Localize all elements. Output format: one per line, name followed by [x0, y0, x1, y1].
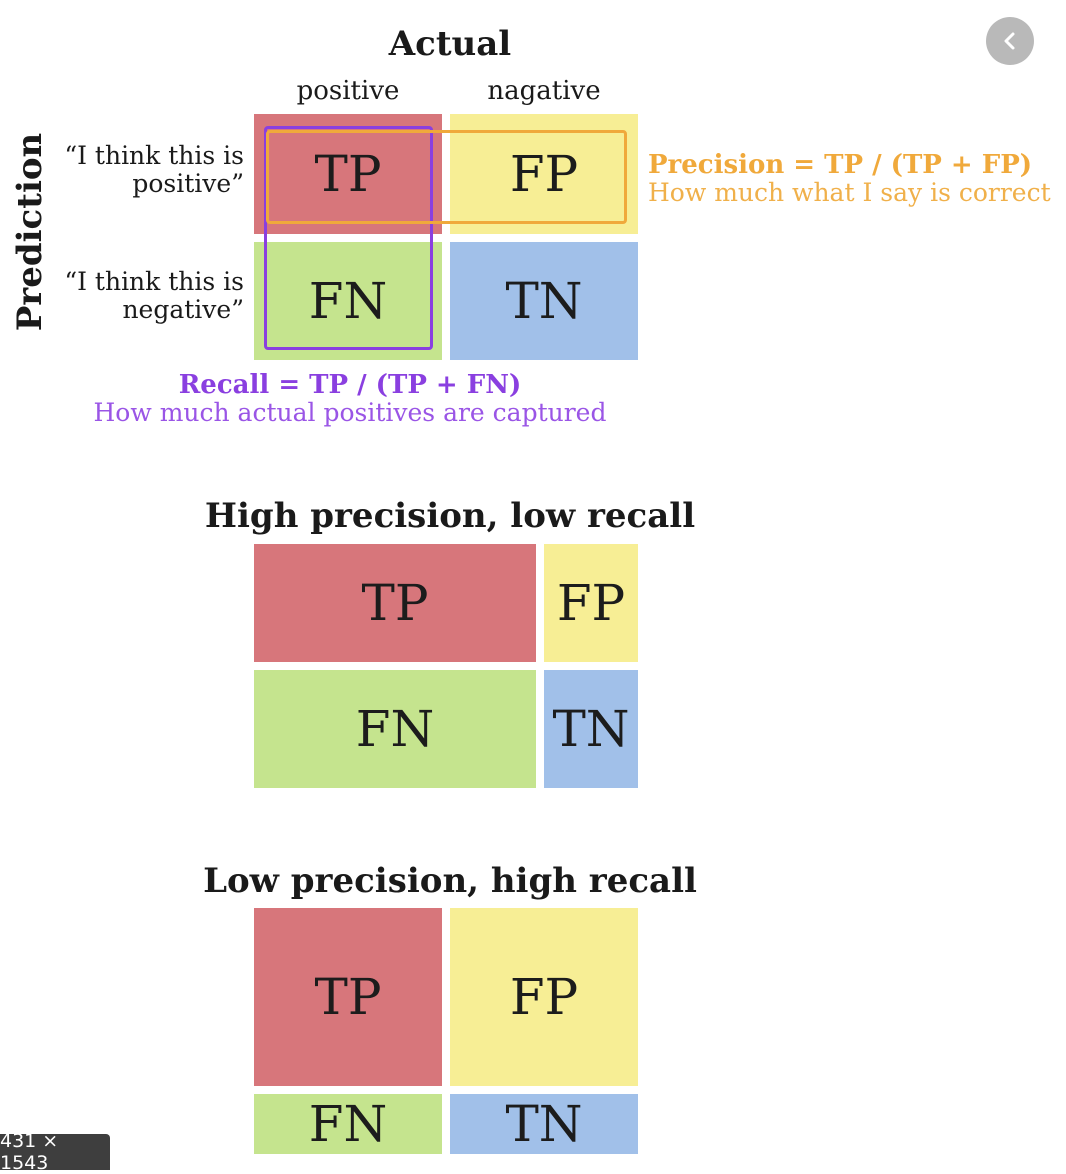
hp-cell-tn: TN [544, 670, 638, 788]
cell-fn: FN [254, 242, 442, 360]
lp-cell-tn: TN [450, 1094, 638, 1154]
recall-outline [264, 126, 433, 350]
precision-formula: Precision = TP / (TP + FP) [648, 150, 1033, 180]
prediction-title: Prediction [10, 132, 50, 332]
cell-tp: TP [254, 114, 442, 234]
precision-description: How much what I say is correct [648, 178, 1051, 207]
actual-title: Actual [388, 24, 512, 64]
lp-cell-fp: FP [450, 908, 638, 1086]
column-label-positive: positive [296, 76, 400, 106]
row-label-negative: “I think this is negative” [64, 267, 244, 324]
precision-outline [266, 130, 627, 224]
low-precision-title: Low precision, high recall [203, 861, 697, 901]
back-button[interactable] [986, 17, 1034, 65]
hp-cell-fn: FN [254, 670, 536, 788]
high-precision-title: High precision, low recall [204, 496, 696, 536]
hp-cell-tp: TP [254, 544, 536, 662]
cell-fp: FP [450, 114, 638, 234]
image-dimensions-badge: 431 × 1543 [0, 1130, 110, 1174]
cell-tn: TN [450, 242, 638, 360]
recall-formula: Recall = TP / (TP + FN) [178, 370, 522, 400]
lp-cell-fn: FN [254, 1094, 442, 1154]
lp-cell-tp: TP [254, 908, 442, 1086]
column-label-negative: nagative [487, 76, 601, 106]
row-label-positive: “I think this is positive” [64, 141, 244, 198]
chevron-left-icon [1004, 32, 1015, 50]
recall-description: How much actual positives are captured [93, 398, 607, 427]
hp-cell-fp: FP [544, 544, 638, 662]
